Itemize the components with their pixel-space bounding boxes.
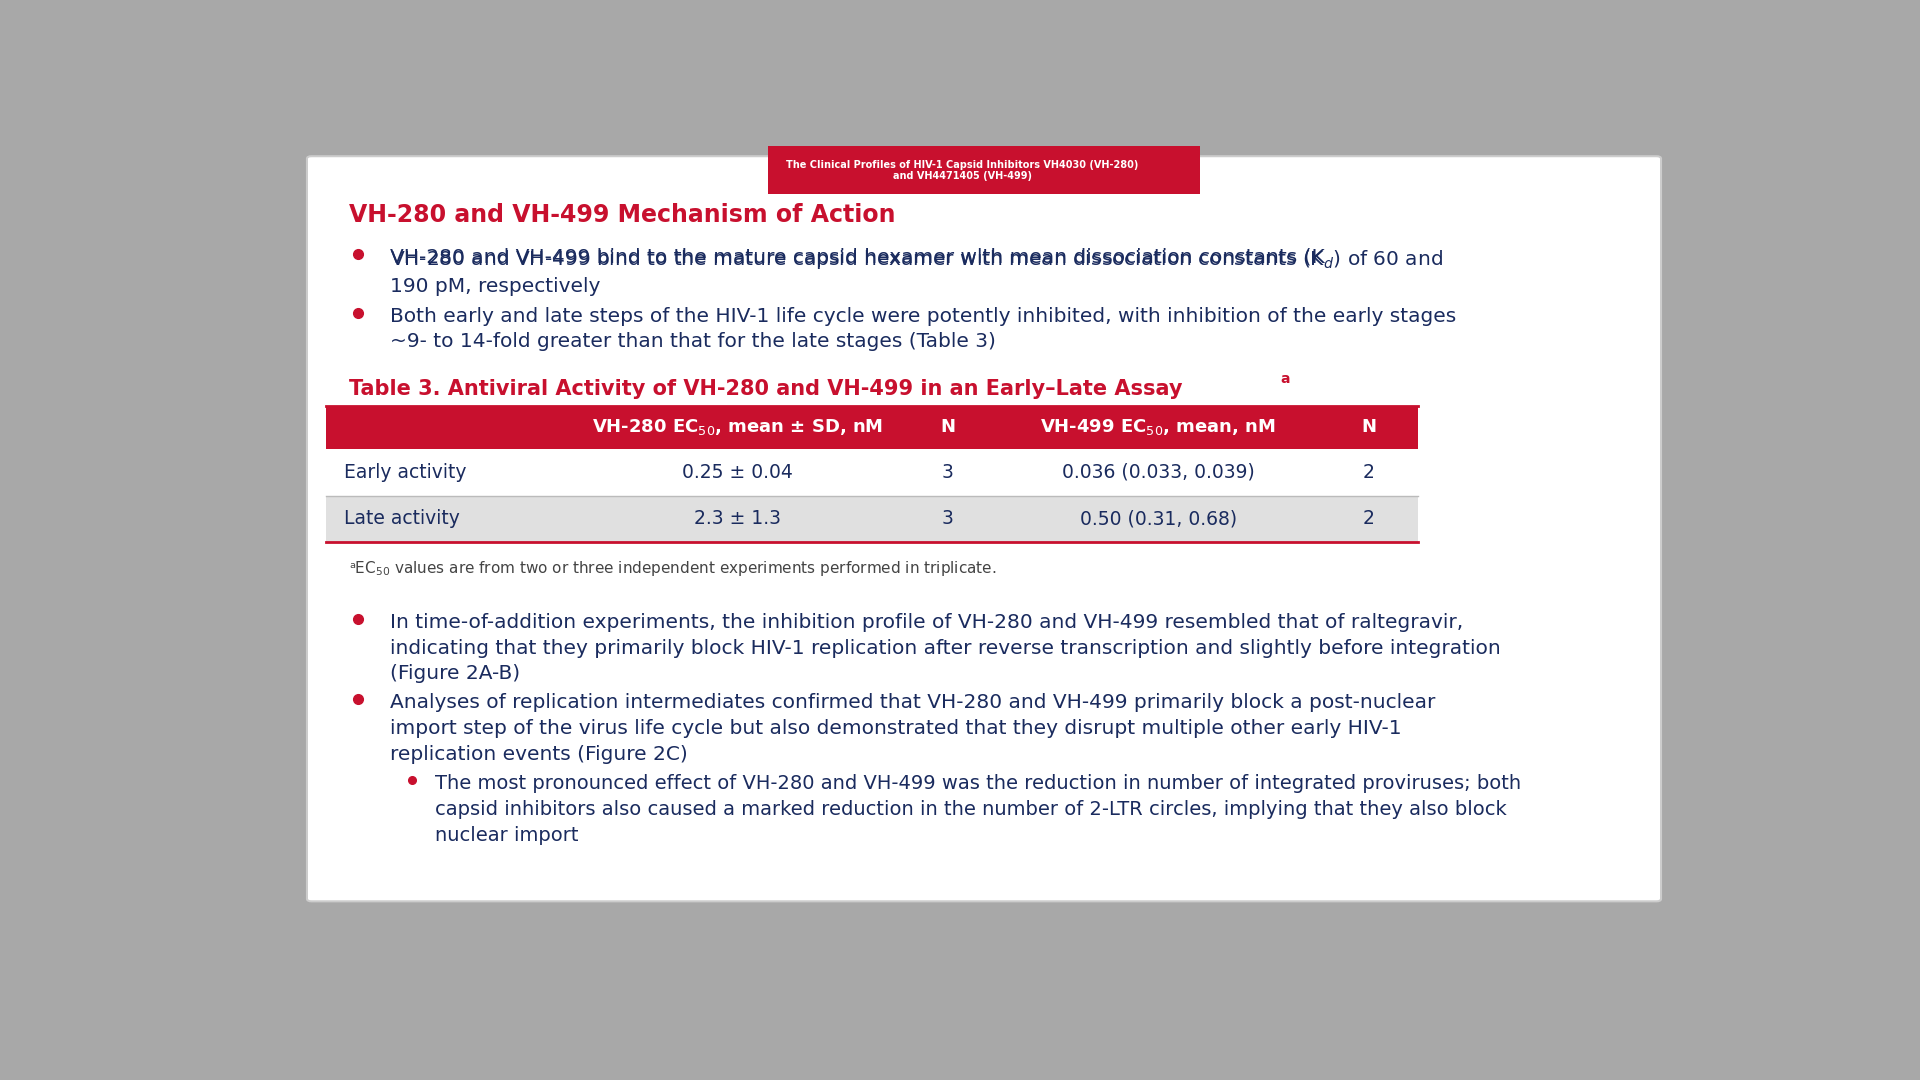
Text: Both early and late steps of the HIV-1 life cycle were potently inhibited, with : Both early and late steps of the HIV-1 l… bbox=[390, 307, 1457, 351]
Text: Late activity: Late activity bbox=[344, 510, 461, 528]
FancyBboxPatch shape bbox=[326, 449, 1419, 496]
Text: Table 3. Antiviral Activity of VH-280 and VH-499 in an Early–Late Assay: Table 3. Antiviral Activity of VH-280 an… bbox=[349, 379, 1183, 400]
FancyBboxPatch shape bbox=[326, 406, 1419, 449]
Text: Early activity: Early activity bbox=[344, 462, 467, 482]
Text: 2: 2 bbox=[1363, 510, 1375, 528]
Text: 0.036 (0.033, 0.039): 0.036 (0.033, 0.039) bbox=[1062, 462, 1254, 482]
Text: 0.25 ± 0.04: 0.25 ± 0.04 bbox=[682, 462, 793, 482]
Text: VH-499 EC$_{50}$, mean, nM: VH-499 EC$_{50}$, mean, nM bbox=[1041, 417, 1277, 437]
Text: 0.50 (0.31, 0.68): 0.50 (0.31, 0.68) bbox=[1079, 510, 1236, 528]
Text: The Clinical Profiles of HIV-1 Capsid Inhibitors VH4030 (VH-280)
and VH4471405 (: The Clinical Profiles of HIV-1 Capsid In… bbox=[785, 160, 1139, 181]
Text: VH-280 and VH-499 bind to the mature capsid hexamer with mean dissociation const: VH-280 and VH-499 bind to the mature cap… bbox=[390, 247, 1325, 267]
Text: 2: 2 bbox=[1363, 462, 1375, 482]
Text: 3: 3 bbox=[943, 462, 954, 482]
Text: The most pronounced effect of VH-280 and VH-499 was the reduction in number of i: The most pronounced effect of VH-280 and… bbox=[436, 774, 1521, 845]
FancyBboxPatch shape bbox=[326, 496, 1419, 542]
Text: VH-280 and VH-499 bind to the mature capsid hexamer with mean dissociation const: VH-280 and VH-499 bind to the mature cap… bbox=[390, 247, 1444, 296]
Text: In time-of-addition experiments, the inhibition profile of VH-280 and VH-499 res: In time-of-addition experiments, the inh… bbox=[390, 612, 1501, 684]
FancyBboxPatch shape bbox=[307, 157, 1661, 902]
Text: 3: 3 bbox=[943, 510, 954, 528]
Text: VH-280 and VH-499 Mechanism of Action: VH-280 and VH-499 Mechanism of Action bbox=[349, 203, 895, 227]
FancyBboxPatch shape bbox=[768, 146, 1200, 194]
Text: Analyses of replication intermediates confirmed that VH-280 and VH-499 primarily: Analyses of replication intermediates co… bbox=[390, 693, 1436, 764]
Text: N: N bbox=[941, 418, 956, 436]
Text: 2.3 ± 1.3: 2.3 ± 1.3 bbox=[693, 510, 781, 528]
Text: a: a bbox=[1281, 373, 1290, 387]
Text: VH-280 EC$_{50}$, mean ± SD, nM: VH-280 EC$_{50}$, mean ± SD, nM bbox=[591, 417, 883, 437]
Text: N: N bbox=[1361, 418, 1377, 436]
Text: ᵃEC$_{50}$ values are from two or three independent experiments performed in tri: ᵃEC$_{50}$ values are from two or three … bbox=[349, 558, 996, 578]
